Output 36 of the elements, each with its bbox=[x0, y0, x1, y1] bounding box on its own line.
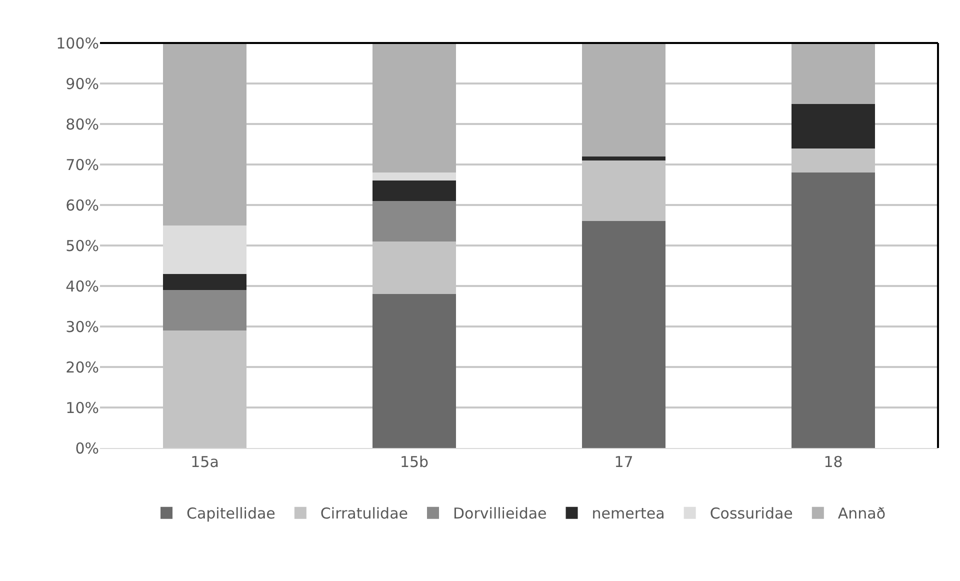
bar bbox=[162, 43, 247, 226]
bar bbox=[162, 274, 247, 290]
bar bbox=[791, 104, 876, 148]
y-tick-label: 10% bbox=[66, 398, 99, 417]
y-tick-label: 60% bbox=[66, 196, 99, 214]
y-tick-label: 90% bbox=[66, 74, 99, 93]
y-tick-label: 30% bbox=[66, 318, 99, 336]
x-tick-label: 18 bbox=[824, 453, 843, 471]
bar bbox=[372, 294, 456, 448]
bar bbox=[162, 290, 247, 331]
y-tick-label: 50% bbox=[66, 236, 99, 255]
bar bbox=[582, 221, 666, 448]
y-tick-label: 100% bbox=[56, 34, 99, 52]
bar bbox=[582, 156, 666, 160]
y-tick-label: 70% bbox=[66, 156, 99, 174]
bar bbox=[791, 43, 876, 104]
bar bbox=[582, 43, 666, 156]
bar bbox=[162, 225, 247, 274]
bar bbox=[372, 200, 456, 242]
x-tick-label: 15b bbox=[400, 453, 429, 471]
legend-label: Annað bbox=[838, 504, 886, 523]
legend-label: nemertea bbox=[592, 504, 665, 523]
y-tick-label: 40% bbox=[66, 277, 99, 296]
bar bbox=[372, 172, 456, 181]
bar bbox=[372, 180, 456, 201]
legend-label: Capitellidae bbox=[186, 504, 276, 523]
y-tick-label: 0% bbox=[75, 439, 99, 458]
bar bbox=[791, 172, 876, 448]
y-tick-label: 20% bbox=[66, 358, 99, 376]
x-tick-label: 17 bbox=[614, 453, 634, 471]
legend-label: Dorvillieidae bbox=[453, 504, 547, 523]
bar bbox=[372, 43, 456, 173]
y-tick-label: 80% bbox=[66, 115, 99, 134]
legend-label: Cossuridae bbox=[710, 504, 793, 523]
legend-label: Cirratulidae bbox=[320, 504, 408, 523]
x-tick-label: 15a bbox=[190, 453, 219, 471]
